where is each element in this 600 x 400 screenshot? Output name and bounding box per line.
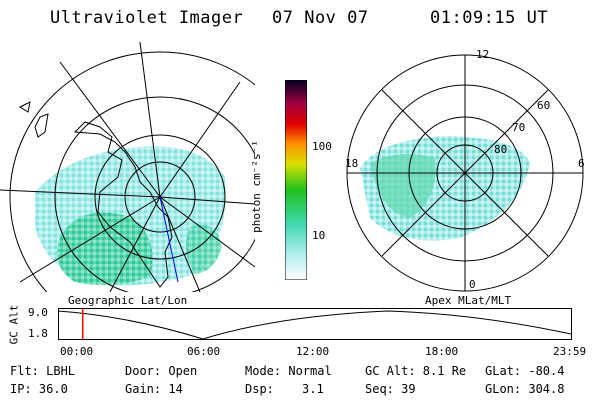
lat-label-70: 70	[512, 121, 526, 134]
left-panel-label: Geographic Lat/Lon	[68, 294, 188, 307]
timeline-xtick-3: 18:00	[425, 345, 459, 358]
geographic-map	[0, 42, 255, 292]
time-label: 01:09:15 UT	[430, 8, 549, 28]
mlt-label-18: 18	[345, 157, 359, 170]
mlt-label-0: 0	[469, 278, 476, 291]
filter-readout: Flt: LBHL	[10, 364, 76, 378]
timeline-xtick-2: 12:00	[296, 345, 330, 358]
altitude-timeline	[58, 308, 572, 340]
door-readout: Door: Open	[125, 364, 198, 378]
instrument-title: Ultraviolet Imager	[50, 8, 244, 28]
gain-readout: Gain: 14	[125, 382, 183, 396]
right-panel-label: Apex MLat/MLT	[425, 294, 512, 307]
date-label: 07 Nov 07	[272, 8, 369, 28]
timeline-xtick-1: 06:00	[187, 345, 221, 358]
mlat-mlt-plot	[346, 54, 584, 292]
dsp-label: Dsp:	[245, 382, 274, 396]
mlt-label-6: 6	[578, 157, 585, 170]
timeline-ylabel: GC Alt	[7, 304, 21, 345]
glon-readout: GLon: 304.8	[485, 382, 565, 396]
mlt-label-12: 12	[476, 48, 490, 61]
colorbar-unit-label: photon cm⁻²s⁻¹	[249, 140, 263, 233]
seq-readout: Seq: 39	[365, 382, 416, 396]
color-bar	[285, 80, 307, 280]
mode-readout: Mode: Normal	[245, 364, 332, 378]
track-line	[159, 196, 179, 283]
timeline-ytick-high: 9.0	[28, 306, 48, 319]
timeline-ytick-low: 1.8	[28, 327, 48, 340]
glat-readout: GLat: -80.4	[485, 364, 565, 378]
lat-label-80: 80	[494, 143, 508, 156]
lat-label-60: 60	[537, 99, 551, 112]
timeline-xtick-0: 00:00	[60, 345, 94, 358]
colorbar-tick-10: 10	[312, 229, 326, 242]
dsp-value: 3.1	[302, 382, 324, 396]
gc-alt-readout: GC Alt: 8.1 Re	[365, 364, 467, 378]
timeline-xtick-4: 23:59	[553, 345, 587, 358]
colorbar-tick-100: 100	[312, 140, 332, 153]
ip-readout: IP: 36.0	[10, 382, 68, 396]
